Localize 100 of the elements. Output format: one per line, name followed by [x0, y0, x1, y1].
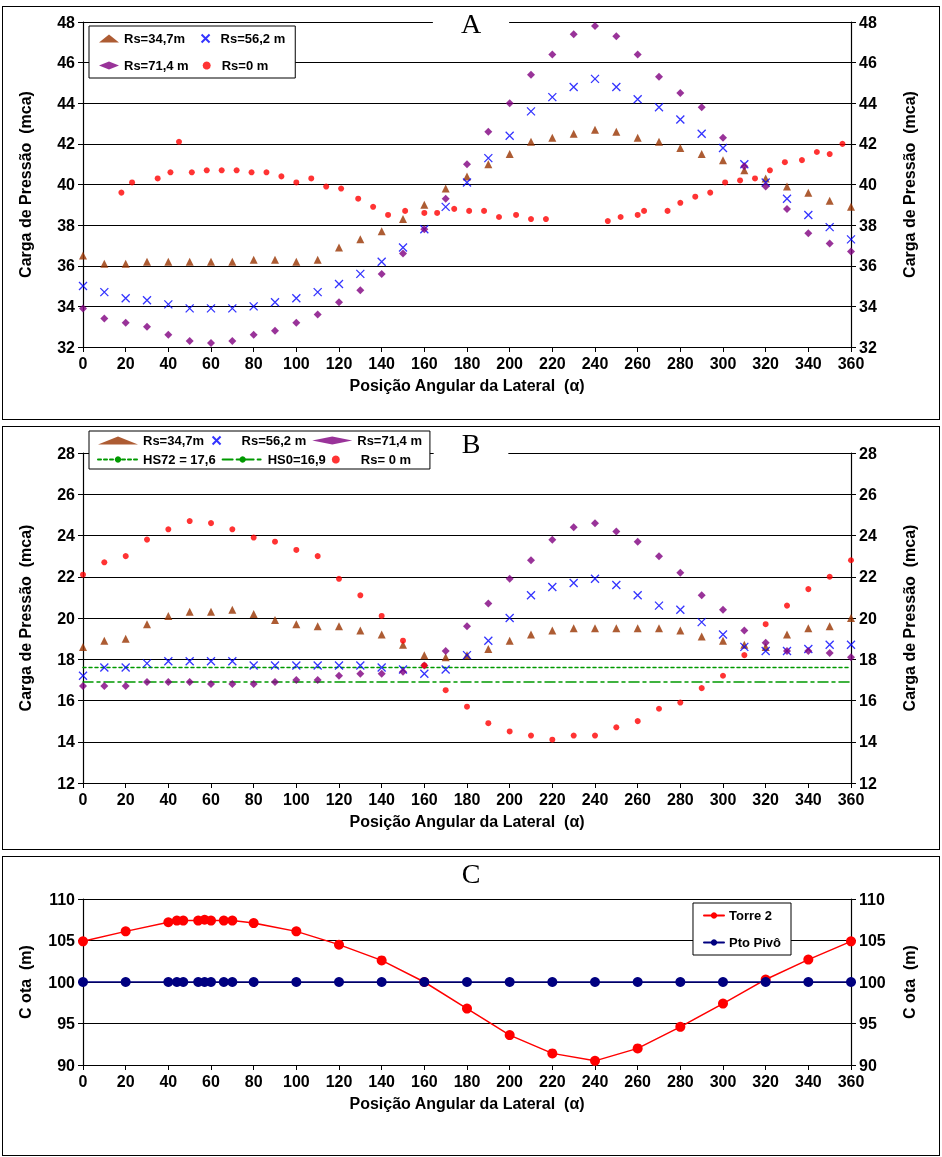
x-tick-label: 60 [202, 790, 220, 808]
x-tick-label: 100 [282, 1072, 310, 1090]
y2-tick-label: 14 [859, 733, 877, 751]
y2-axis-title: Carga de Pressão (mca) [900, 91, 918, 278]
x-axis-title: Posição Angular da Lateral (α) [349, 1094, 585, 1112]
x-tick-label: 260 [624, 354, 652, 372]
y2-tick-label: 105 [859, 932, 886, 949]
y2-tick-label: 16 [859, 692, 877, 709]
y-tick-label: 32 [57, 338, 76, 356]
y2-tick-label: 36 [859, 257, 877, 275]
y-tick-label: 28 [57, 444, 76, 462]
y-tick-label: 90 [57, 1056, 76, 1074]
legend-label: Rs=0 m [221, 58, 269, 73]
y2-tick-label: 32 [859, 338, 877, 356]
x-tick-label: 220 [538, 354, 566, 372]
y-tick-label: 48 [57, 13, 76, 31]
chart-title: A [460, 7, 482, 39]
x-tick-label: 360 [837, 1072, 865, 1090]
y-tick-label: 14 [57, 733, 76, 751]
y-tick-label: 24 [57, 527, 76, 544]
y2-axis-title: C ota (m) [900, 945, 918, 1019]
y-tick-label: 38 [57, 216, 76, 234]
x-tick-label: 120 [325, 1072, 353, 1090]
x-axis-title: Posição Angular da Lateral (α) [349, 376, 585, 394]
x-tick-label: 20 [116, 790, 135, 808]
y2-tick-label: 110 [859, 890, 885, 908]
x-tick-label: 220 [538, 790, 566, 808]
y2-tick-label: 22 [859, 568, 877, 586]
legend-label: Rs=56,2 m [241, 433, 307, 448]
x-tick-label: 240 [581, 354, 609, 372]
y2-tick-label: 34 [859, 297, 877, 315]
y2-tick-label: 46 [859, 54, 877, 72]
y2-tick-label: 26 [859, 485, 877, 503]
x-tick-label: 300 [709, 790, 737, 808]
y-tick-label: 95 [57, 1015, 76, 1032]
x-tick-label: 140 [368, 790, 396, 808]
y2-tick-label: 42 [859, 135, 877, 153]
x-tick-label: 340 [794, 354, 822, 372]
y-tick-label: 40 [57, 176, 76, 193]
legend-label: Torre 2 [728, 908, 773, 923]
x-tick-label: 200 [496, 1072, 524, 1090]
x-tick-label: 300 [709, 354, 737, 372]
y-tick-label: 110 [49, 890, 76, 908]
y2-tick-label: 18 [859, 650, 877, 668]
y-tick-label: 44 [57, 94, 76, 112]
x-tick-label: 320 [752, 1072, 780, 1090]
x-tick-label: 40 [159, 354, 178, 372]
x-tick-label: 260 [624, 790, 652, 808]
legend-label: Rs=56,2 m [220, 31, 286, 46]
chart-title: C [461, 857, 481, 889]
x-tick-label: 240 [581, 790, 609, 808]
x-tick-label: 80 [244, 1072, 263, 1090]
x-tick-label: 140 [368, 354, 396, 372]
x-tick-label: 0 [78, 790, 88, 808]
y2-tick-label: 24 [859, 527, 877, 544]
legend-label: Rs=34,7m [124, 31, 186, 46]
legend-label: Rs= 0 m [360, 452, 412, 467]
y-tick-label: 46 [57, 54, 76, 72]
legend-label: HS72 = 17,6 [143, 452, 216, 467]
legend-label: Rs=71,4 m [357, 433, 422, 448]
x-tick-label: 0 [78, 1072, 88, 1090]
y2-tick-label: 12 [859, 774, 877, 792]
x-tick-label: 120 [325, 790, 353, 808]
x-tick-label: 140 [368, 1072, 396, 1090]
x-tick-label: 340 [794, 790, 822, 808]
x-tick-label: 220 [538, 1072, 566, 1090]
y2-tick-label: 44 [859, 94, 877, 112]
x-tick-label: 100 [282, 790, 310, 808]
x-tick-label: 80 [244, 790, 263, 808]
x-tick-label: 120 [325, 354, 353, 372]
x-tick-label: 340 [794, 1072, 822, 1090]
y-tick-label: 100 [48, 973, 76, 991]
x-tick-label: 300 [709, 1072, 737, 1090]
x-tick-label: 200 [496, 354, 524, 372]
x-tick-label: 280 [666, 790, 694, 808]
y2-tick-label: 20 [859, 609, 877, 627]
y-tick-label: 16 [57, 692, 76, 709]
legend-label: Rs=34,7m [143, 433, 205, 448]
y-tick-label: 20 [57, 609, 76, 627]
y-axis-title: Carga de Pressão (mca) [16, 91, 34, 278]
y2-axis-title: Carga de Pressão (mca) [900, 524, 918, 712]
x-axis-title: Posição Angular da Lateral (α) [349, 812, 585, 830]
x-tick-label: 160 [410, 790, 438, 808]
x-tick-label: 280 [666, 1072, 694, 1090]
x-tick-label: 240 [581, 1072, 609, 1090]
x-tick-label: 20 [116, 354, 135, 372]
x-tick-label: 160 [410, 354, 438, 372]
x-tick-label: 320 [752, 790, 780, 808]
x-tick-label: 280 [666, 354, 694, 372]
y-tick-label: 105 [48, 932, 76, 949]
x-tick-label: 160 [410, 1072, 438, 1090]
y2-tick-label: 40 [859, 176, 877, 193]
x-tick-label: 40 [159, 790, 178, 808]
y2-tick-label: 100 [859, 973, 886, 991]
y2-tick-label: 38 [859, 216, 877, 234]
x-tick-label: 180 [453, 1072, 481, 1090]
x-tick-label: 80 [244, 354, 263, 372]
x-tick-label: 260 [624, 1072, 652, 1090]
x-tick-label: 40 [159, 1072, 178, 1090]
y-axis-title: C ota (m) [16, 945, 34, 1019]
